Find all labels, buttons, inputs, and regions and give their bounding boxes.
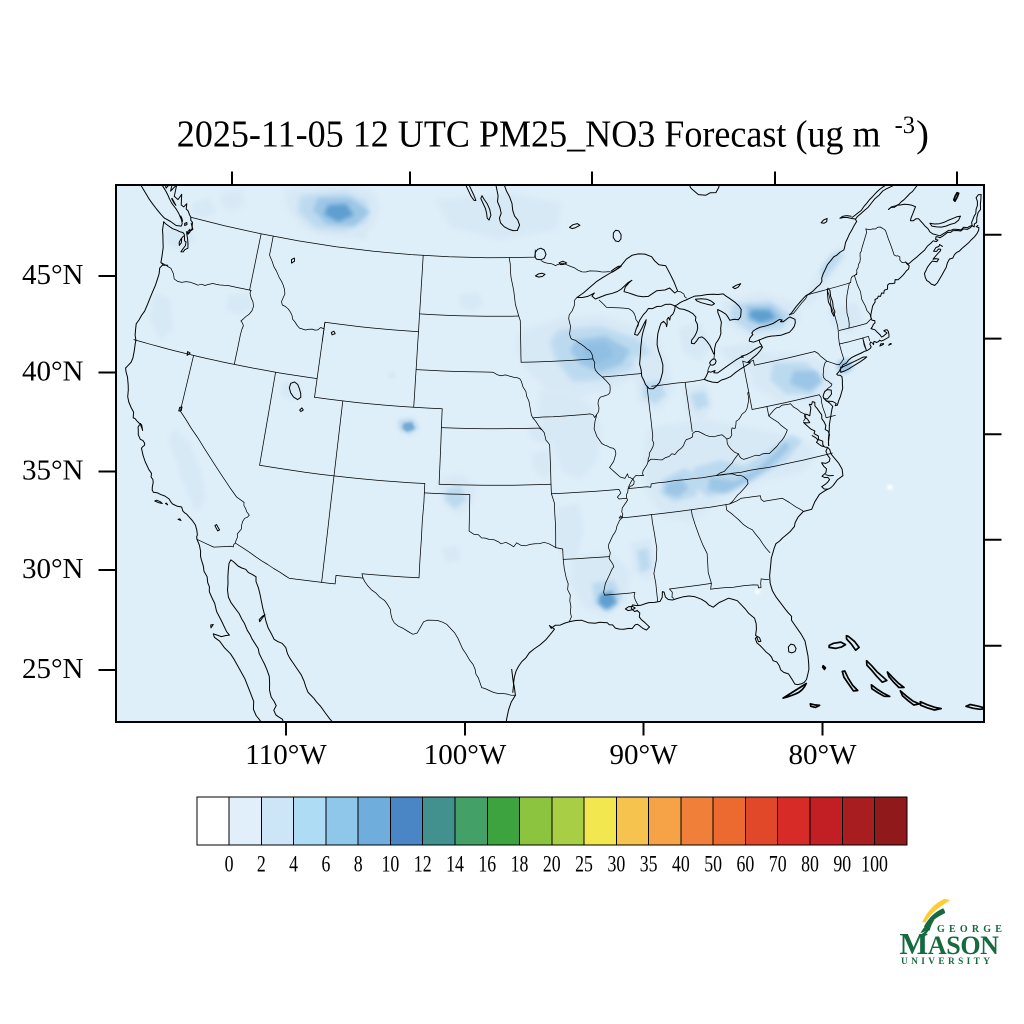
svg-text:-3: -3 bbox=[895, 112, 915, 139]
svg-text:6: 6 bbox=[321, 852, 330, 877]
svg-text:40: 40 bbox=[672, 852, 690, 877]
svg-text:60: 60 bbox=[737, 852, 755, 877]
svg-text:90°W: 90°W bbox=[610, 739, 679, 771]
svg-text:16: 16 bbox=[478, 852, 496, 877]
svg-text:4: 4 bbox=[289, 852, 298, 877]
svg-text:35°N: 35°N bbox=[22, 455, 84, 487]
svg-text:110°W: 110°W bbox=[245, 739, 327, 771]
svg-text:14: 14 bbox=[446, 852, 464, 877]
svg-text:0: 0 bbox=[225, 852, 234, 877]
svg-text:MASON: MASON bbox=[900, 927, 1000, 961]
svg-text:100: 100 bbox=[861, 852, 888, 877]
svg-text:30: 30 bbox=[607, 852, 625, 877]
svg-text:35: 35 bbox=[640, 852, 658, 877]
svg-text:30°N: 30°N bbox=[22, 553, 84, 585]
svg-text:8: 8 bbox=[354, 852, 363, 877]
svg-text:80°W: 80°W bbox=[789, 739, 858, 771]
svg-text:GEORGE: GEORGE bbox=[937, 924, 1006, 935]
svg-text:UNIVERSITY: UNIVERSITY bbox=[901, 957, 993, 967]
svg-text:90: 90 bbox=[833, 852, 851, 877]
svg-text:25°N: 25°N bbox=[22, 653, 84, 685]
svg-text:45°N: 45°N bbox=[22, 259, 84, 291]
svg-text:12: 12 bbox=[414, 852, 432, 877]
svg-text:10: 10 bbox=[382, 852, 400, 877]
svg-text:40°N: 40°N bbox=[22, 356, 84, 388]
svg-text:50: 50 bbox=[704, 852, 722, 877]
svg-text:18: 18 bbox=[511, 852, 529, 877]
svg-text:70: 70 bbox=[769, 852, 787, 877]
svg-text:2025-11-05 12 UTC PM25_NO3 For: 2025-11-05 12 UTC PM25_NO3 Forecast (ug … bbox=[177, 114, 881, 156]
svg-text:25: 25 bbox=[575, 852, 593, 877]
svg-text:80: 80 bbox=[801, 852, 819, 877]
svg-text:2: 2 bbox=[257, 852, 266, 877]
svg-text:100°W: 100°W bbox=[424, 739, 507, 771]
svg-text:): ) bbox=[916, 114, 929, 156]
svg-text:20: 20 bbox=[543, 852, 561, 877]
